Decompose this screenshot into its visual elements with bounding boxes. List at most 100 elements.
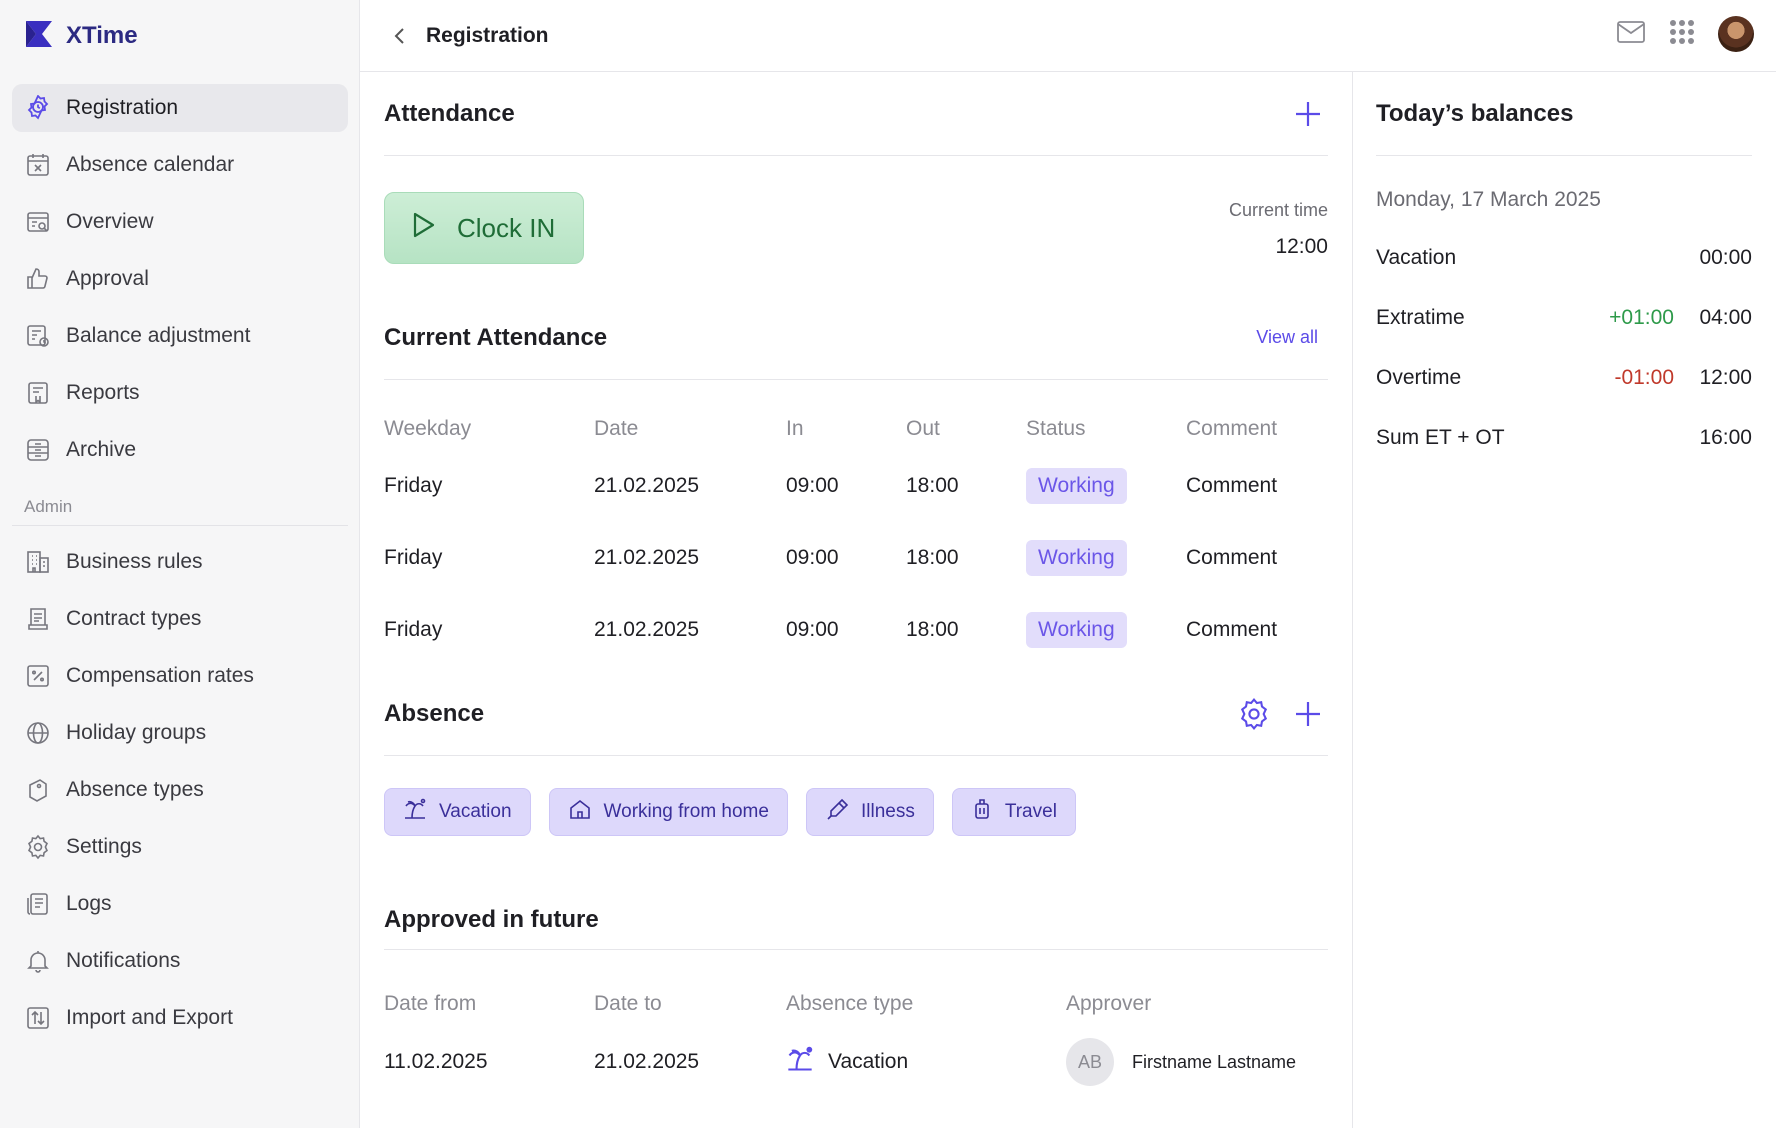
apps-grid-icon[interactable] — [1668, 18, 1696, 51]
clock-row: Clock IN Current time 12:00 — [384, 156, 1328, 296]
building-icon — [24, 548, 52, 576]
sidebar-item-label: Settings — [66, 835, 142, 858]
sidebar-item-business-rules[interactable]: Business rules — [12, 538, 348, 586]
absence-section: Absence Vacation Working from home Illne… — [384, 672, 1328, 890]
absence-chip-illness[interactable]: Illness — [805, 788, 934, 836]
date-to-cell: 21.02.2025 — [594, 1050, 700, 1073]
calendar-x-icon — [24, 151, 52, 179]
balance-row-sum: Sum ET + OT 16:00 — [1376, 408, 1752, 468]
comment-cell: Comment — [1186, 474, 1278, 497]
approved-future-title: Approved in future — [384, 905, 599, 933]
sidebar-item-approval[interactable]: Approval — [12, 255, 348, 303]
mail-icon[interactable] — [1616, 20, 1646, 49]
sidebar-item-label: Absence types — [66, 778, 204, 801]
attendance-header: Attendance — [384, 72, 1328, 156]
column-header: Comment — [1186, 417, 1278, 440]
table-row[interactable]: Friday 21.02.2025 09:00 18:00 Working Co… — [384, 450, 1328, 522]
contract-icon — [24, 605, 52, 633]
palm-tree-icon — [403, 798, 427, 826]
absence-chip-travel[interactable]: Travel — [951, 788, 1076, 836]
view-all-link[interactable]: View all — [1256, 327, 1318, 347]
date-from-cell: 11.02.2025 — [384, 1050, 488, 1073]
sidebar-item-label: Import and Export — [66, 1006, 233, 1029]
column-header: Date from — [384, 992, 477, 1015]
sidebar-item-contract-types[interactable]: Contract types — [12, 595, 348, 643]
balances-header: Today’s balances — [1376, 72, 1752, 156]
sidebar-item-label: Absence calendar — [66, 153, 235, 176]
balance-label: Extratime — [1376, 306, 1465, 329]
balances-title: Today’s balances — [1376, 99, 1574, 127]
sidebar-item-absence-types[interactable]: Absence types — [12, 766, 348, 814]
sidebar-item-settings[interactable]: Settings — [12, 823, 348, 871]
in-cell: 09:00 — [786, 618, 839, 641]
archive-icon — [24, 436, 52, 464]
table-row[interactable]: Friday 21.02.2025 09:00 18:00 Working Co… — [384, 522, 1328, 594]
sidebar-item-label: Approval — [66, 267, 149, 290]
topbar: Registration — [360, 0, 1776, 72]
thumbs-up-icon — [24, 265, 52, 293]
sidebar-item-absence-calendar[interactable]: Absence calendar — [12, 141, 348, 189]
add-absence-plus-icon[interactable] — [1288, 694, 1328, 734]
date-cell: 21.02.2025 — [594, 474, 700, 497]
column-header: Date — [594, 417, 639, 440]
sidebar-item-label: Reports — [66, 381, 140, 404]
back-arrow-icon[interactable] — [388, 24, 412, 48]
absence-settings-gear-icon[interactable] — [1234, 694, 1274, 734]
column-header: Weekday — [384, 417, 472, 440]
current-attendance-title: Current Attendance — [384, 323, 608, 351]
thermometer-icon — [825, 798, 849, 826]
chip-label: Illness — [860, 801, 915, 822]
sidebar-item-registration[interactable]: Registration — [12, 84, 348, 132]
clock-in-button[interactable]: Clock IN — [384, 192, 584, 264]
weekday-cell: Friday — [384, 546, 443, 569]
table-row[interactable]: Friday 21.02.2025 09:00 18:00 Working Co… — [384, 594, 1328, 666]
admin-section-label: Admin — [12, 483, 348, 526]
balance-label: Sum ET + OT — [1376, 426, 1505, 449]
sidebar-item-balance-adjustment[interactable]: Balance adjustment — [12, 312, 348, 360]
user-avatar[interactable] — [1718, 16, 1754, 52]
out-cell: 18:00 — [906, 474, 959, 497]
balance-value: 04:00 — [1699, 306, 1752, 329]
sidebar-item-label: Archive — [66, 438, 137, 461]
sidebar-item-overview[interactable]: Overview — [12, 198, 348, 246]
logs-icon — [24, 890, 52, 918]
balance-row-extratime: Extratime +01:00 04:00 — [1376, 288, 1752, 348]
status-badge: Working — [1026, 612, 1127, 648]
balance-value: 12:00 — [1699, 366, 1752, 389]
sidebar-nav: Registration Absence calendar Overview A… — [12, 84, 348, 1051]
approver-avatar: AB — [1066, 1038, 1114, 1086]
approver-cell: AB Firstname Lastname — [1066, 1026, 1328, 1098]
brand[interactable]: XTime — [24, 20, 138, 52]
column-header: In — [786, 417, 804, 440]
sidebar-item-holiday-groups[interactable]: Holiday groups — [12, 709, 348, 757]
absence-chip-vacation[interactable]: Vacation — [384, 788, 531, 836]
balance-row-vacation: Vacation 00:00 — [1376, 228, 1752, 288]
table-header-row: Date from Date to Absence type Approver — [384, 982, 1328, 1026]
sidebar-item-label: Contract types — [66, 607, 202, 630]
absence-chip-working-from-home[interactable]: Working from home — [548, 788, 788, 836]
sidebar-item-compensation-rates[interactable]: Compensation rates — [12, 652, 348, 700]
column-header: Out — [906, 417, 940, 440]
current-time-block: Current time 12:00 — [1229, 200, 1328, 259]
balance-row-overtime: Overtime -01:00 12:00 — [1376, 348, 1752, 408]
sidebar-item-archive[interactable]: Archive — [12, 426, 348, 474]
sidebar-item-notifications[interactable]: Notifications — [12, 937, 348, 985]
table-row[interactable]: 11.02.2025 21.02.2025 Vacation AB Firstn… — [384, 1026, 1328, 1098]
bell-icon — [24, 947, 52, 975]
topbar-actions — [1616, 16, 1754, 52]
sidebar-item-label: Business rules — [66, 550, 203, 573]
status-cell: Working — [1026, 450, 1186, 522]
clock-in-label: Clock IN — [457, 212, 556, 243]
clock-gear-icon — [24, 94, 52, 122]
sidebar-item-reports[interactable]: Reports — [12, 369, 348, 417]
absence-actions — [1234, 694, 1328, 734]
sidebar-item-logs[interactable]: Logs — [12, 880, 348, 928]
sidebar-item-import-export[interactable]: Import and Export — [12, 994, 348, 1042]
status-cell: Working — [1026, 522, 1186, 594]
status-badge: Working — [1026, 540, 1127, 576]
sidebar-item-label: Logs — [66, 892, 112, 915]
sidebar-item-label: Holiday groups — [66, 721, 207, 744]
play-icon — [411, 211, 437, 246]
add-attendance-plus-icon[interactable] — [1288, 94, 1328, 134]
weekday-cell: Friday — [384, 618, 443, 641]
